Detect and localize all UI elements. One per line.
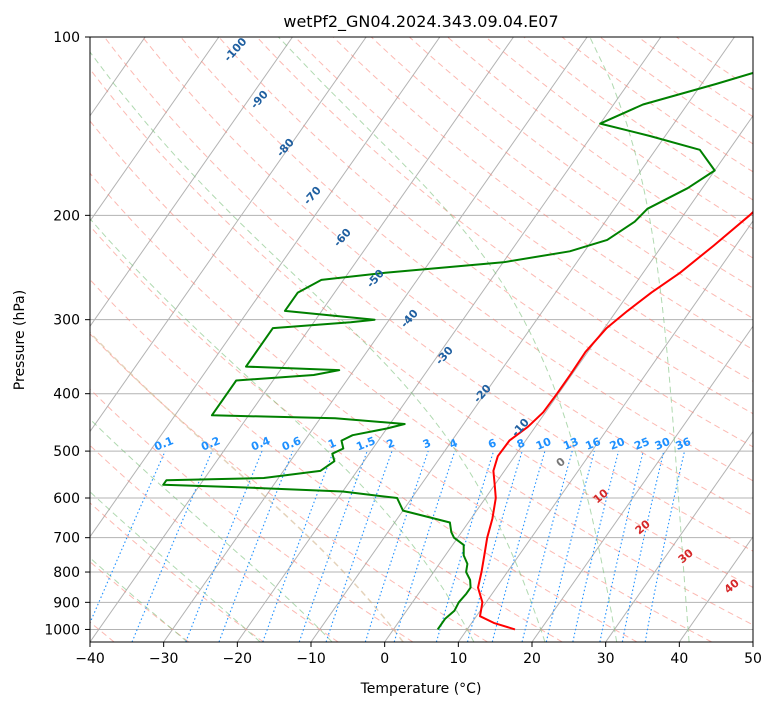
dry-adiabat-line	[447, 37, 753, 259]
moist-adiabat-line	[90, 491, 261, 642]
mixing-ratio-line	[599, 450, 644, 642]
y-tick-label: 900	[53, 595, 80, 611]
isotherm-line	[90, 37, 220, 222]
temperature-profile-line	[477, 210, 753, 631]
dry-adiabat-line	[256, 37, 753, 415]
x-tick-label: 0	[380, 651, 389, 667]
dry-adiabat-line	[485, 37, 753, 230]
axis-layer: −40 −30 −20 −10 0 10 20 30 40 50 1000 900 800 700 600 5…	[44, 30, 762, 667]
mixing-ratio-line	[393, 450, 456, 642]
moist-adiabat-line	[90, 51, 546, 642]
dry-adiabat-line	[90, 225, 638, 642]
mixing-ratio-line	[262, 450, 334, 642]
isotherm-line	[90, 37, 293, 328]
dry-adiabat-line	[90, 333, 488, 642]
mixing-ratio-line	[131, 450, 213, 642]
moist-adiabat-line	[589, 37, 690, 642]
dry-adiabat-line	[90, 444, 339, 642]
mixing-ratio-label: 30	[653, 435, 672, 453]
isotherm-line	[90, 37, 367, 433]
plot-frame	[89, 36, 754, 643]
y-tick-label: 700	[53, 531, 80, 547]
isotherm-line	[678, 535, 753, 642]
dewpoint-profile-line	[162, 71, 753, 630]
mixing-ratio-line	[90, 450, 166, 625]
moist-adiabat-line	[90, 418, 333, 642]
mixing-ratio-line	[185, 450, 263, 642]
x-tick-label: −30	[149, 651, 179, 667]
dry-adiabat-line	[599, 37, 753, 145]
dry-adiabat-line	[90, 68, 753, 589]
x-tick-label: −40	[75, 651, 105, 667]
mixing-ratio-line	[572, 450, 620, 642]
isotherm-line	[310, 37, 735, 642]
mixing-ratio-label: 3	[421, 436, 433, 451]
x-axis-title: Temperature (°C)	[360, 681, 482, 697]
mixing-ratio-label: 10	[534, 435, 553, 453]
isotherm-line	[605, 430, 753, 642]
mixing-ratio-label: 20	[608, 435, 627, 453]
moist-adiabat-line	[90, 218, 475, 642]
y-tick-label: 1000	[44, 622, 80, 638]
mixing-ratio-line	[325, 450, 393, 642]
mixing-ratio-line	[545, 450, 595, 642]
dry-adiabat-line	[90, 502, 264, 642]
mixing-ratio-line	[218, 450, 294, 642]
mixing-ratio-line	[491, 450, 546, 642]
mixing-ratio-label: 25	[632, 435, 651, 453]
chart-title: wetPf2_GN04.2024.343.09.04.E07	[283, 12, 558, 32]
dry-adiabat-line	[180, 37, 753, 482]
dry-adiabat-line	[294, 37, 753, 382]
series-layer	[162, 71, 753, 631]
mixing-ratio-label: 16	[583, 435, 602, 453]
isotherm-line	[457, 220, 753, 642]
y-tick-label: 800	[53, 565, 80, 581]
grid-layer	[90, 37, 753, 642]
x-tick-label: 20	[523, 651, 541, 667]
isotherm-line	[90, 37, 441, 538]
x-tick-label: −20	[223, 651, 253, 667]
x-tick-label: 50	[744, 651, 762, 667]
y-axis-title: Pressure (hPa)	[12, 290, 28, 390]
y-tick-label: 400	[53, 387, 80, 403]
dry-adiabat-line	[332, 37, 753, 351]
dry-adiabat-line	[90, 278, 563, 642]
mixing-ratio-label: 2	[385, 436, 397, 451]
mixing-ratio-label: 8	[515, 436, 527, 451]
y-tick-label: 200	[53, 208, 80, 224]
mixing-ratio-line	[435, 450, 495, 642]
moist-adiabat-line	[278, 37, 618, 642]
dry-adiabat-line	[90, 172, 712, 642]
x-tick-label: 10	[449, 651, 467, 667]
moist-adiabat-line	[90, 331, 404, 642]
x-tick-label: 40	[670, 651, 688, 667]
mixing-ratio-label: 1	[326, 436, 338, 451]
isotherm-line	[531, 325, 753, 642]
x-tick-label: 30	[597, 651, 615, 667]
y-tick-label: 600	[53, 491, 80, 507]
mixing-ratio-line	[521, 450, 573, 642]
mixing-ratio-line	[466, 450, 523, 642]
mixing-ratio-label: 36	[674, 435, 693, 453]
dry-adiabat-line	[104, 37, 753, 552]
mixing-ratio-line	[364, 450, 429, 642]
isotherm-line	[90, 37, 514, 642]
mixing-ratio-label: 13	[561, 435, 580, 453]
y-tick-label: 500	[53, 444, 80, 460]
x-tick-label: −10	[296, 651, 326, 667]
y-tick-label: 100	[53, 30, 80, 46]
isotherm-line	[163, 37, 588, 642]
dry-adiabat-line	[90, 120, 753, 626]
mixing-ratio-line	[298, 450, 368, 642]
dry-adiabat-line	[142, 37, 753, 517]
dry-adiabat-line	[561, 37, 753, 173]
y-tick-label: 300	[53, 313, 80, 329]
isotherm-line	[236, 37, 662, 642]
